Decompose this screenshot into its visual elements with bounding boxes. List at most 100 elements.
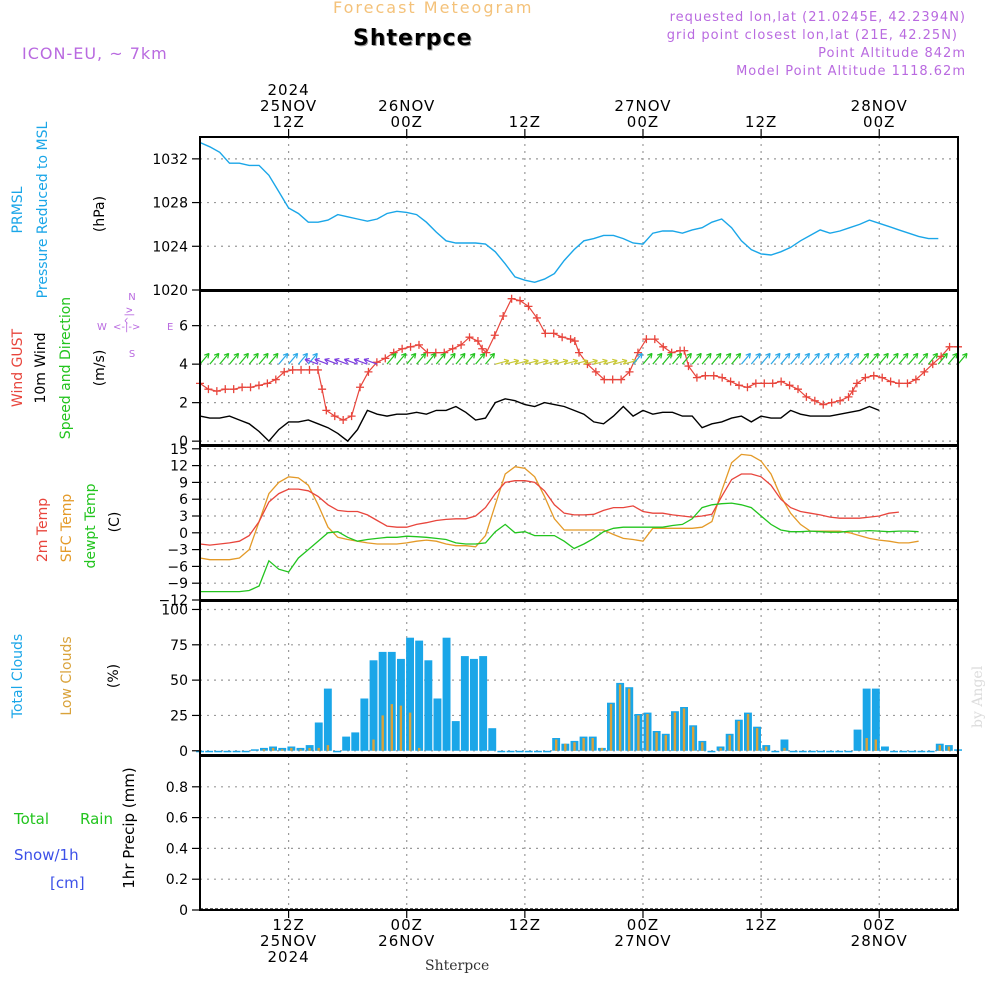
y-tick-label: 0 — [179, 903, 188, 919]
wind-direction-arrowhead — [824, 352, 830, 359]
wind-gust-marker — [347, 412, 356, 421]
low-clouds-bar — [317, 747, 320, 751]
wind-gust-marker — [473, 337, 482, 346]
pressure-unit-label: (hPa) — [92, 196, 108, 232]
wind-direction-arrow — [307, 353, 318, 365]
y-tick-label: 1032 — [152, 152, 188, 168]
wind-direction-arrow — [928, 353, 938, 365]
wind-gust-marker — [263, 379, 272, 388]
wind-gust-marker — [575, 348, 583, 357]
wind-direction-arrow — [711, 353, 722, 365]
wind-direction-arrowhead — [676, 352, 683, 359]
wind-direction-arrowhead — [343, 357, 350, 364]
total-clouds-bar — [871, 688, 880, 751]
wind-gust-marker — [886, 377, 895, 386]
wind-direction-arrow — [603, 359, 618, 365]
bottom-time-label: 00Z — [391, 916, 423, 934]
wind-direction-arrow — [632, 353, 643, 365]
low-clouds-bar — [582, 738, 585, 751]
compass-arrows: <-|-> — [113, 322, 140, 333]
total-clouds-bar — [397, 658, 405, 751]
low-clouds-label: Low Clouds — [59, 636, 75, 715]
low-clouds-bar — [591, 738, 594, 751]
wind-direction-arrow — [908, 353, 919, 365]
wind-gust-marker — [903, 379, 912, 388]
low-clouds-bar — [418, 747, 421, 751]
top-time-label: 26NOV — [378, 97, 435, 115]
wind-gust-marker — [608, 375, 617, 384]
wind-gust-marker — [928, 360, 937, 369]
low-clouds-bar — [655, 732, 658, 751]
wind-direction-arrow — [268, 353, 279, 365]
wind-direction-arrowhead — [304, 357, 310, 364]
wind-gust-marker — [945, 342, 954, 351]
total-clouds-bar — [707, 750, 716, 753]
total-clouds-bar — [342, 736, 351, 751]
wind-direction-arrow — [750, 353, 761, 365]
wind-direction-arrow — [554, 359, 569, 365]
wind-gust-marker — [238, 383, 247, 392]
y-tick-label: 0.4 — [166, 841, 188, 857]
panel-frame-clouds — [199, 600, 959, 756]
wind-direction-arrowhead — [302, 352, 309, 359]
wind-direction-arrowhead — [912, 352, 919, 359]
total-clouds-bar — [460, 656, 469, 751]
low-clouds-bar — [281, 749, 284, 751]
wind-direction-arrow — [288, 353, 299, 365]
wind-direction-arrowhead — [489, 352, 496, 359]
top-time-label: 25NOV — [260, 97, 317, 115]
low-clouds-bar — [326, 745, 330, 751]
svg-text:by Angel: by Angel — [970, 665, 986, 728]
wind-gust-marker — [680, 346, 689, 355]
wind-direction-arrow — [386, 353, 397, 365]
bottom-time-label: 26NOV — [378, 932, 435, 950]
grid-lines — [200, 137, 958, 910]
wind-gust-marker — [819, 400, 828, 409]
wind-direction-arrowhead — [233, 352, 240, 359]
wind-gust-marker — [280, 367, 289, 376]
wind-direction-arrow — [229, 353, 239, 365]
low-clouds-bar — [390, 704, 393, 751]
wind-gust-marker — [398, 344, 407, 353]
wind-direction-arrow — [613, 359, 628, 365]
wind-direction-arrow — [334, 358, 348, 365]
wind-unit-label: (m/s) — [92, 350, 108, 387]
total-clouds-bar — [378, 651, 387, 751]
wind-gust-marker — [709, 371, 718, 380]
wind-gust-marker — [911, 375, 920, 384]
low-clouds-bar — [628, 688, 631, 751]
low-clouds-bar — [637, 715, 640, 751]
wind-direction-arrowhead — [804, 352, 811, 359]
wind-direction-arrow — [593, 359, 608, 365]
wind-direction-arrow — [485, 353, 495, 365]
wind-gust-marker — [406, 342, 415, 351]
wind-direction-arrow — [534, 359, 549, 365]
total-clouds-bar — [780, 739, 789, 751]
wind-direction-arrow — [248, 353, 259, 365]
wind-gust-marker — [735, 381, 744, 390]
total-clouds-bar — [908, 750, 917, 753]
low-clouds-bar — [938, 745, 941, 751]
wind-direction-arrow — [465, 353, 476, 365]
prmsl-series-line — [199, 141, 939, 284]
wind-gust-marker — [204, 385, 213, 394]
wind-gust-marker — [288, 365, 297, 374]
wind-direction-arrow — [780, 353, 791, 365]
panel-frames — [192, 129, 959, 918]
wind-direction-arrowhead — [725, 352, 732, 359]
station-name: Shterpce — [353, 26, 473, 51]
precip-unit-label: 1hr Precip (mm) — [120, 767, 138, 888]
y-tick-label: 9 — [179, 475, 188, 491]
wind-gust-marker — [793, 385, 802, 394]
wind-direction-arrow — [878, 353, 889, 365]
wind-gust-marker — [869, 371, 878, 380]
y-tick-label: 6 — [179, 319, 188, 335]
wind-direction-arrow — [238, 353, 249, 365]
bottom-time-label: 12Z — [745, 916, 777, 934]
wind-gust-marker — [802, 392, 811, 401]
model-point-altitude: Model Point Altitude 1118.62m — [736, 64, 966, 79]
gridpoint-coords: grid point closest lon,lat (21E, 42.25N) — [666, 28, 958, 43]
wind-gust-marker — [541, 329, 550, 338]
y-tick-label: −12 — [158, 593, 188, 609]
total-clouds-bar — [488, 728, 497, 751]
